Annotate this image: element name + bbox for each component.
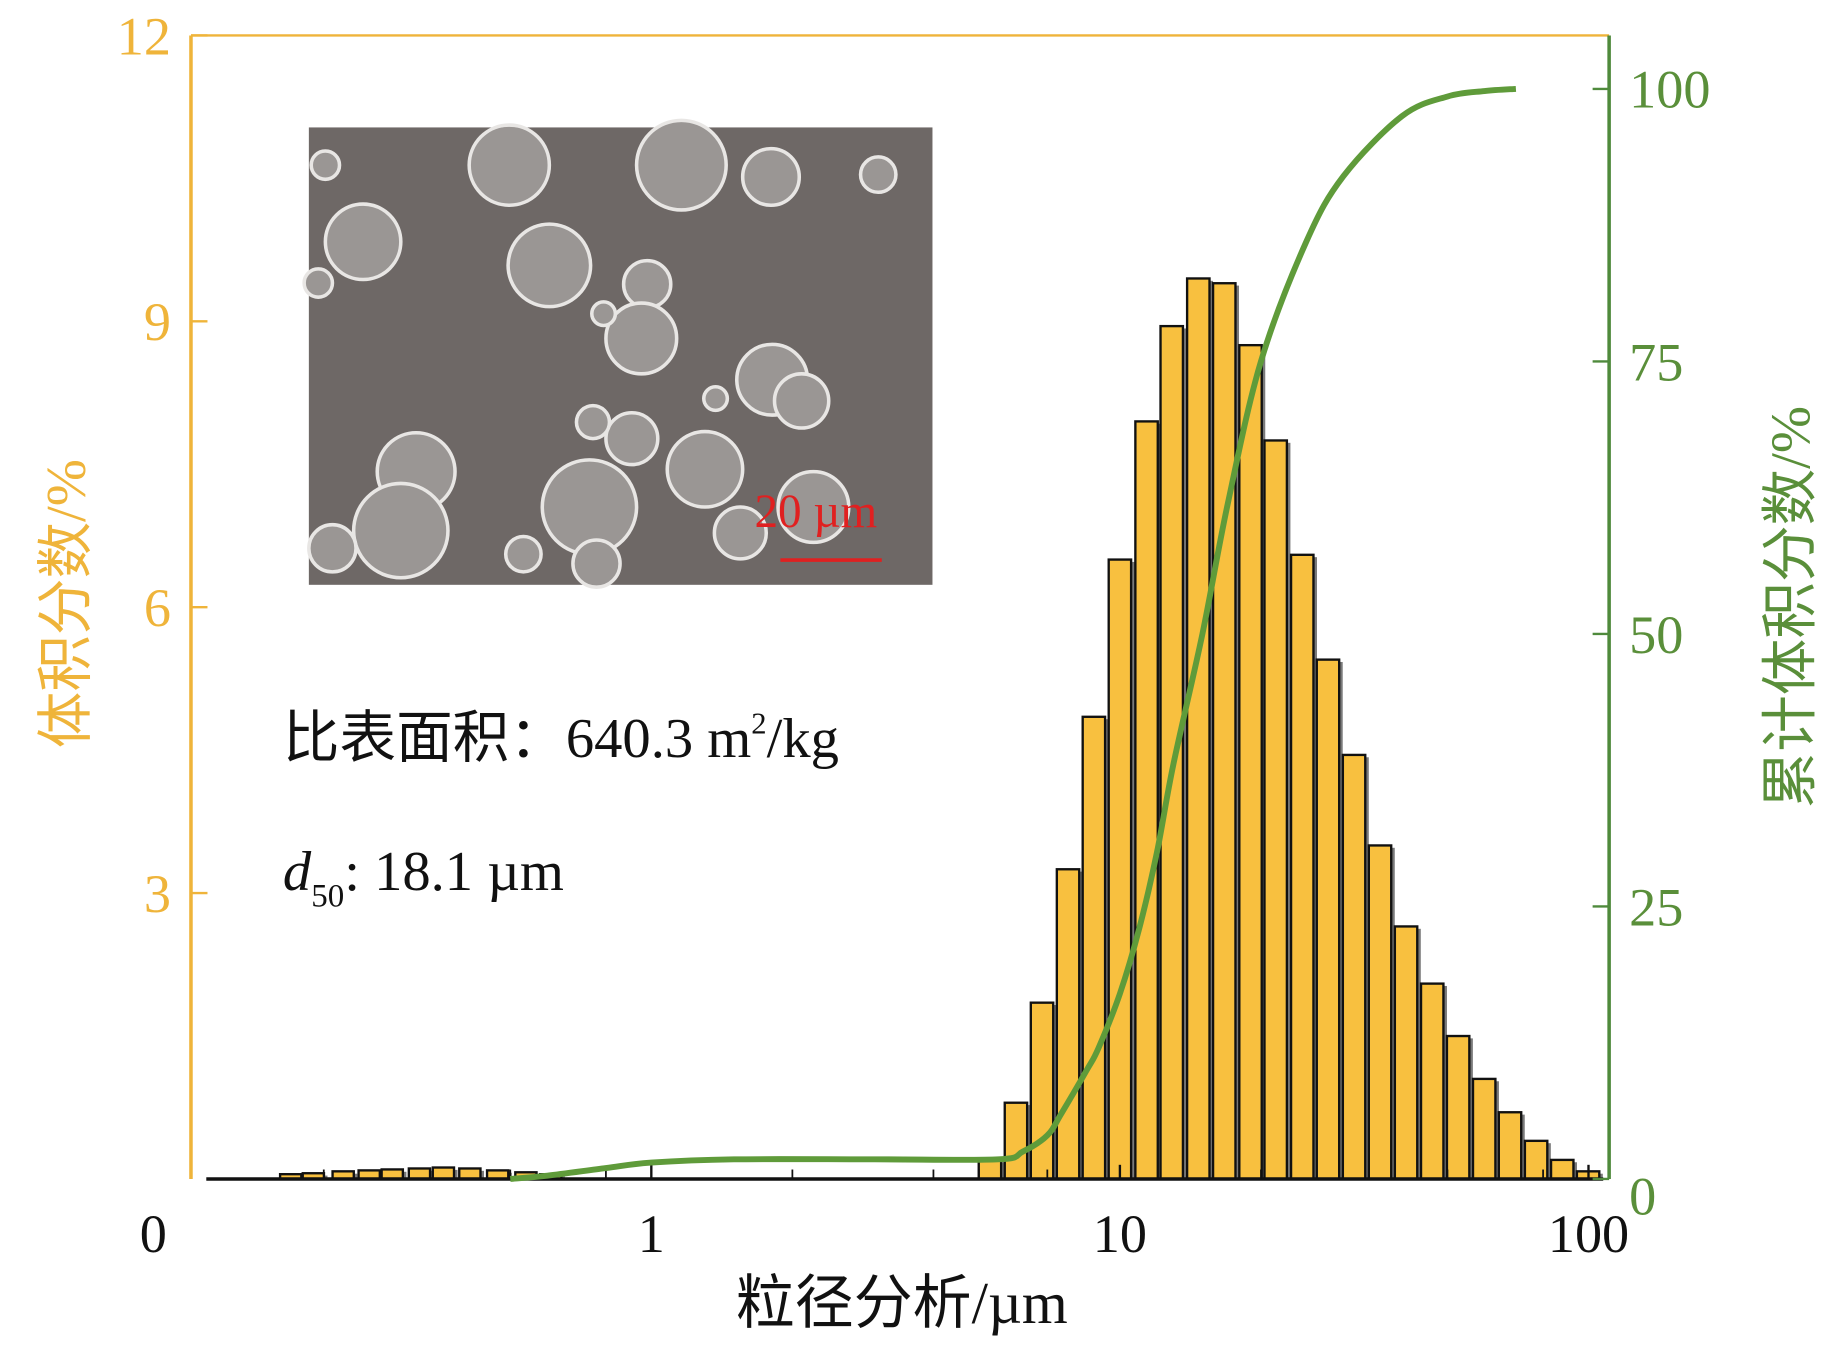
sem-inset-image: 20 µm (302, 118, 933, 589)
bar (1107, 558, 1133, 1181)
bar (1263, 439, 1289, 1181)
bar (1315, 658, 1341, 1181)
sem-particle (302, 267, 335, 299)
sem-particle (574, 403, 612, 441)
cumulative-curve (509, 85, 1517, 1182)
bar (1081, 715, 1107, 1181)
bar (1238, 343, 1263, 1181)
bar (977, 1158, 1003, 1181)
sem-particle (467, 123, 552, 207)
bar (1419, 982, 1445, 1181)
bar (1549, 1158, 1575, 1181)
sem-particle (776, 469, 851, 545)
sem-particle (604, 410, 660, 467)
ticks-group: 0 1 10 100 3 6 9 12 0 25 50 75 100 (117, 6, 1711, 1264)
sem-particle (858, 155, 898, 195)
sem-particle (665, 429, 745, 509)
bar (1393, 925, 1419, 1181)
bar (1211, 282, 1237, 1181)
x-tick-label: 100 (1548, 1204, 1629, 1264)
bar (1029, 1001, 1055, 1181)
x-tick-label: 10 (1093, 1204, 1147, 1264)
sem-particle (309, 149, 342, 182)
bar (1003, 1101, 1029, 1181)
sem-particle (351, 481, 450, 580)
x-tick-label: 0 (140, 1204, 167, 1264)
specific-surface-area: 比表面积：640.3 m2/kg (283, 706, 839, 770)
bar (1341, 753, 1367, 1181)
sem-particle (590, 300, 618, 328)
y-right-tick-label: 0 (1629, 1166, 1656, 1226)
sem-particle (621, 258, 673, 310)
y-left-tick-label: 12 (117, 6, 171, 66)
y-right-tick-label: 25 (1629, 877, 1683, 937)
x-axis-label: 粒径分析/µm (736, 1270, 1068, 1336)
bar (1471, 1077, 1497, 1181)
sem-particle (506, 222, 593, 309)
y-left-tick-label: 6 (144, 578, 171, 638)
sem-particle (772, 372, 831, 430)
bar (1185, 277, 1211, 1181)
bar (1367, 844, 1393, 1181)
y-left-tick-label: 9 (144, 292, 171, 352)
sem-particle (323, 202, 403, 282)
bar (1497, 1111, 1523, 1181)
scale-bar-label: 20 µm (754, 486, 877, 538)
y-right-tick-label: 75 (1629, 332, 1683, 392)
sem-particle (702, 385, 730, 413)
bar (1159, 324, 1185, 1181)
sem-particle (712, 505, 769, 561)
y-right-tick-label: 50 (1629, 605, 1683, 665)
right-axis-label: 累计体积分数/% (1761, 406, 1823, 808)
bar (1055, 868, 1081, 1181)
sem-particle (503, 534, 543, 574)
sem-particles (302, 118, 898, 589)
y-right-tick-label: 100 (1629, 60, 1710, 120)
sem-particle (634, 118, 728, 212)
y-left-tick-label: 3 (144, 864, 171, 924)
sem-particle (740, 146, 802, 207)
left-axis-label: 体积分数/% (36, 459, 98, 748)
sem-particle (307, 522, 358, 574)
d50-annotation: d50: 18.1 µm (283, 841, 564, 915)
bar (1445, 1034, 1471, 1181)
bar (1289, 553, 1315, 1181)
sem-particle (604, 301, 679, 376)
sem-particle (571, 538, 622, 589)
bar (1134, 420, 1159, 1181)
bars-group (278, 277, 1603, 1181)
x-tick-label: 1 (638, 1204, 665, 1264)
